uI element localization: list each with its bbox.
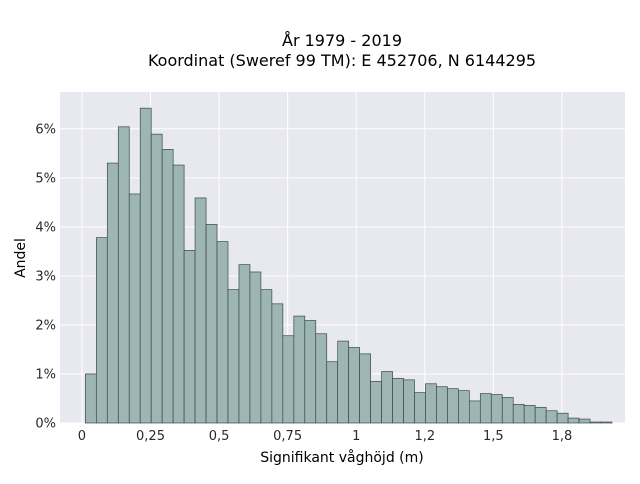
histogram-bar [545, 410, 558, 424]
histogram-bar [512, 404, 525, 424]
y-tick-label: 5% [35, 171, 56, 186]
histogram-bar [249, 271, 262, 424]
histogram-bar [95, 237, 108, 424]
histogram-bar [172, 164, 185, 424]
tick-labels: 0% 1% 2% 3% 4% 5% 6% 0 0,25 0,5 0,75 1 1,2 1,5 1,8 [35, 122, 572, 444]
histogram-bar [490, 394, 503, 424]
histogram-bar [359, 353, 371, 424]
histogram-bar [348, 347, 360, 424]
histogram-bar [556, 412, 569, 424]
histogram-bar [392, 378, 404, 424]
histogram-bar [128, 193, 141, 424]
histogram-bar [216, 241, 229, 424]
histogram-bar [282, 335, 295, 424]
histogram-bar [106, 162, 119, 424]
histogram-bar [161, 149, 174, 424]
histogram-bar [600, 421, 613, 424]
histogram-bar [578, 418, 591, 424]
histogram-bar [436, 386, 448, 424]
histogram-bar [260, 289, 273, 424]
x-tick-label: 0,5 [209, 429, 230, 444]
y-tick-label: 3% [35, 269, 56, 284]
histogram-bar [315, 333, 328, 424]
x-tick-label: 0,25 [136, 429, 165, 444]
histogram-bar [227, 289, 240, 424]
histogram-bar [469, 400, 481, 424]
histogram-bar [447, 388, 459, 424]
histogram-bar [534, 406, 547, 424]
histogram-bar [150, 133, 163, 424]
y-tick-label: 0% [35, 417, 56, 432]
y-tick-label: 6% [35, 122, 56, 137]
histogram-bar [183, 250, 196, 424]
histogram-bar [479, 393, 492, 424]
histogram-bar [523, 404, 536, 424]
histogram-bar [271, 303, 284, 424]
histogram-bar [567, 417, 580, 424]
x-tick-label: 0 [78, 429, 86, 444]
x-tick-label: 1 [352, 429, 360, 444]
y-tick-label: 2% [35, 318, 56, 333]
x-tick-label: 1,5 [483, 429, 504, 444]
histogram-bar [293, 315, 306, 424]
x-tick-label: 1,2 [414, 429, 435, 444]
histogram-bar [589, 421, 602, 424]
histogram-bar [414, 392, 426, 424]
histogram-bars [85, 107, 613, 424]
x-tick-label: 0,75 [273, 429, 302, 444]
histogram-bar [139, 107, 152, 424]
histogram-bar [458, 390, 470, 424]
histogram-bar [238, 264, 251, 424]
chart-title-line-1: År 1979 - 2019 [282, 31, 402, 50]
histogram-bar [337, 340, 350, 424]
y-tick-label: 1% [35, 367, 56, 382]
histogram-bar [403, 379, 415, 424]
histogram-bar [501, 397, 514, 424]
chart-title-line-2: Koordinat (Sweref 99 TM): E 452706, N 61… [148, 51, 536, 70]
histogram-bar [381, 371, 393, 424]
histogram-bar [117, 126, 130, 424]
histogram-bar [304, 320, 317, 424]
histogram-bar [194, 197, 207, 424]
histogram-bar [326, 361, 339, 424]
histogram-bar [205, 224, 218, 424]
x-axis-label: Signifikant våghöjd (m) [260, 449, 423, 466]
x-tick-label: 1,8 [552, 429, 573, 444]
histogram-bar [370, 380, 382, 424]
histogram-bar [85, 373, 97, 424]
y-axis-label: Andel [13, 238, 29, 278]
histogram-bar [425, 383, 437, 424]
y-tick-label: 4% [35, 220, 56, 235]
